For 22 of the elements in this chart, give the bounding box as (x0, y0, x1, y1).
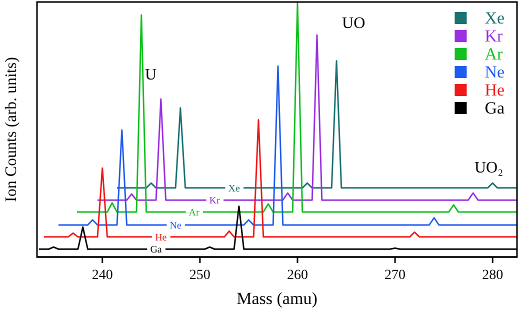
annotation: UO₂ (474, 160, 504, 177)
x-axis-title: Mass (amu) (236, 289, 318, 308)
x-tick-label: 280 (482, 268, 504, 283)
x-tick-label: 270 (384, 268, 406, 283)
legend-label: Kr (484, 26, 503, 46)
legend-label: Xe (484, 8, 505, 28)
x-tick-label: 240 (92, 268, 113, 283)
text: Xe (228, 183, 240, 194)
text: Kr (209, 196, 220, 207)
text: He (155, 232, 167, 244)
text: Ar (188, 208, 200, 219)
legend-label: Ne (484, 62, 505, 82)
legend-label: He (484, 80, 505, 100)
y-axis-title: Ion Counts (arb. units) (3, 57, 20, 202)
legend-label: Ar (484, 44, 503, 64)
annotation: UO (342, 14, 366, 32)
annotation: U (145, 66, 158, 84)
legend-label: Ga (484, 98, 505, 118)
x-tick-label: 260 (286, 268, 308, 283)
text: Ga (150, 244, 162, 256)
text: Ne (170, 220, 182, 232)
x-tick-label: 250 (189, 268, 210, 283)
